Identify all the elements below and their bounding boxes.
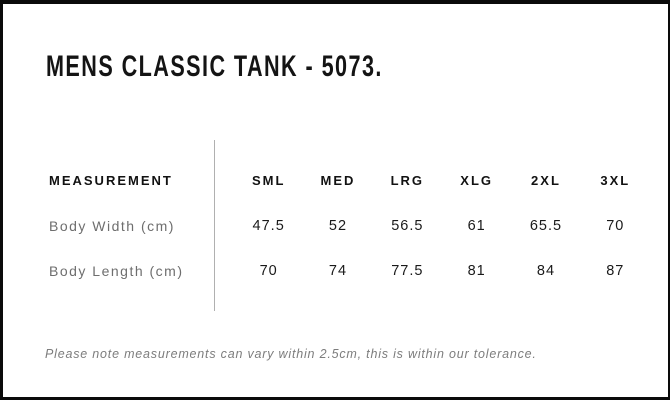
body-width-lrg-value: 56.5 <box>391 217 424 234</box>
size-header-columns: SML MED LRG XLG 2XL 3XL <box>214 173 650 188</box>
table-row-body-width: Body Width (cm) 47.5 52 56.5 61 65.5 70 <box>49 203 650 248</box>
table-row-body-length: Body Length (cm) 70 74 77.5 81 84 87 <box>49 248 650 293</box>
column-header-measurement: MEASUREMENT <box>49 173 173 188</box>
body-length-lrg-value: 77.5 <box>391 262 424 279</box>
row-label-body-width: Body Width (cm) <box>49 217 175 234</box>
table-header-row: MEASUREMENT SML MED LRG XLG 2XL 3XL <box>49 158 650 203</box>
column-header-xlg: XLG <box>460 173 494 188</box>
body-length-med-value: 74 <box>328 262 348 279</box>
body-width-med-value: 52 <box>328 217 348 234</box>
column-divider-line <box>214 140 215 311</box>
body-length-sml-value: 70 <box>259 262 278 279</box>
column-header-med: MED <box>320 173 356 188</box>
body-length-xlg-value: 81 <box>467 262 486 279</box>
page-title: MENS CLASSIC TANK - 5073. <box>46 50 383 83</box>
column-header-lrg: LRG <box>390 173 425 188</box>
column-header-sml: SML <box>251 173 286 188</box>
row-values-body-width: 47.5 52 56.5 61 65.5 70 <box>214 218 650 234</box>
body-width-xlg-value: 61 <box>467 217 486 234</box>
body-width-3xl-value: 70 <box>606 217 625 234</box>
row-label-body-length: Body Length (cm) <box>49 262 184 279</box>
size-chart-table: MEASUREMENT SML MED LRG XLG 2XL 3XL Body… <box>49 140 650 311</box>
body-length-3xl-value: 87 <box>606 262 625 279</box>
body-width-sml-value: 47.5 <box>252 217 285 234</box>
body-length-2xl-value: 84 <box>536 262 556 279</box>
row-values-body-length: 70 74 77.5 81 84 87 <box>214 263 650 279</box>
column-header-3xl: 3XL <box>600 173 631 188</box>
tolerance-note: Please note measurements can vary within… <box>45 347 537 361</box>
body-width-2xl-value: 65.5 <box>529 217 563 234</box>
column-header-2xl: 2XL <box>531 173 561 188</box>
